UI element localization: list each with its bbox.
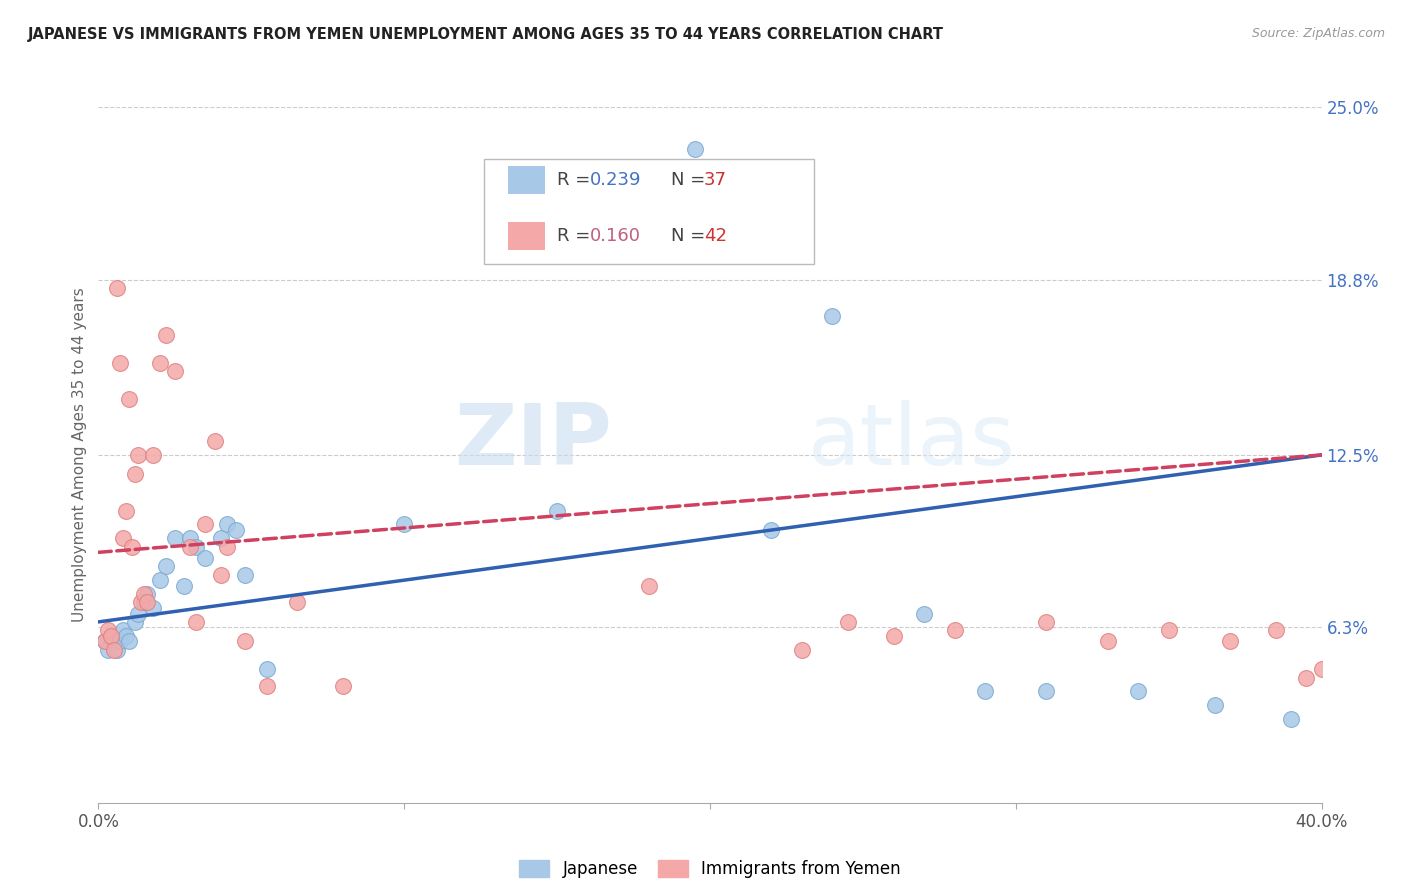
Point (194, 550, 217, 565)
Point (115, 503, 138, 517)
Point (1097, 634, 1119, 648)
Point (100, 629, 122, 643)
Point (1035, 684, 1057, 698)
FancyBboxPatch shape (484, 159, 814, 263)
Point (204, 434, 226, 448)
Point (215, 517, 238, 532)
Point (256, 679, 278, 693)
Point (155, 328, 177, 343)
Text: 0.239: 0.239 (591, 171, 641, 189)
Point (155, 559, 177, 574)
Point (142, 601, 165, 615)
Point (883, 629, 905, 643)
Point (105, 642, 128, 657)
Point (105, 281, 128, 295)
Point (118, 392, 141, 407)
Point (1035, 615, 1057, 629)
Point (163, 364, 186, 378)
Point (149, 573, 172, 587)
Point (108, 634, 131, 648)
Text: JAPANESE VS IMMIGRANTS FROM YEMEN UNEMPLOYMENT AMONG AGES 35 TO 44 YEARS CORRELA: JAPANESE VS IMMIGRANTS FROM YEMEN UNEMPL… (28, 27, 943, 42)
Point (1264, 624, 1286, 638)
Text: N =: N = (671, 227, 711, 244)
Point (142, 448, 165, 462)
Text: 42: 42 (704, 227, 727, 244)
Point (637, 579, 661, 593)
Point (93, 634, 115, 648)
Point (233, 567, 256, 582)
Point (134, 587, 156, 601)
Point (233, 634, 256, 648)
Point (111, 532, 134, 546)
Point (163, 532, 186, 546)
Point (790, 642, 813, 657)
FancyBboxPatch shape (508, 166, 546, 194)
Point (546, 503, 568, 517)
Point (97, 642, 120, 657)
Point (837, 615, 859, 629)
Text: 37: 37 (704, 171, 727, 189)
Point (1219, 634, 1241, 648)
Point (124, 467, 146, 482)
Point (974, 684, 997, 698)
Point (1310, 662, 1333, 676)
Text: R =: R = (557, 171, 596, 189)
Point (256, 662, 278, 676)
Point (209, 567, 232, 582)
Point (103, 642, 125, 657)
Point (118, 634, 141, 648)
Text: 0.160: 0.160 (591, 227, 641, 244)
Point (100, 629, 122, 643)
Text: Source: ZipAtlas.com: Source: ZipAtlas.com (1251, 27, 1385, 40)
Text: R =: R = (557, 227, 596, 244)
Point (103, 634, 125, 648)
Point (127, 607, 149, 621)
Point (821, 309, 844, 323)
FancyBboxPatch shape (508, 222, 546, 250)
Point (332, 679, 354, 693)
Point (912, 607, 935, 621)
Point (121, 540, 143, 554)
Text: ZIP: ZIP (454, 400, 612, 483)
Point (1279, 712, 1302, 726)
Point (136, 587, 159, 601)
Text: atlas: atlas (808, 400, 1017, 483)
Y-axis label: Unemployment Among Ages 35 to 44 years: Unemployment Among Ages 35 to 44 years (72, 287, 87, 623)
Point (93, 634, 115, 648)
Point (108, 356, 131, 370)
Point (194, 517, 217, 532)
Point (1128, 684, 1150, 698)
Point (943, 624, 966, 638)
Point (225, 523, 247, 537)
Point (136, 595, 159, 609)
Point (186, 615, 208, 629)
Point (124, 615, 146, 629)
Point (1157, 624, 1180, 638)
Point (179, 540, 201, 554)
Point (186, 540, 208, 554)
Point (173, 579, 195, 593)
Text: N =: N = (671, 171, 711, 189)
Point (129, 595, 152, 609)
Point (392, 517, 416, 532)
Point (149, 356, 172, 370)
Point (759, 523, 782, 537)
Point (111, 624, 134, 638)
Point (285, 595, 308, 609)
Point (134, 595, 156, 609)
Point (1204, 698, 1226, 713)
Point (215, 540, 238, 554)
Point (209, 532, 232, 546)
Point (179, 532, 201, 546)
Point (759, 239, 782, 253)
Point (115, 629, 138, 643)
Legend: Japanese, Immigrants from Yemen: Japanese, Immigrants from Yemen (513, 854, 907, 885)
Point (683, 142, 706, 156)
Point (1295, 671, 1317, 685)
Point (97, 624, 120, 638)
Point (127, 448, 149, 462)
